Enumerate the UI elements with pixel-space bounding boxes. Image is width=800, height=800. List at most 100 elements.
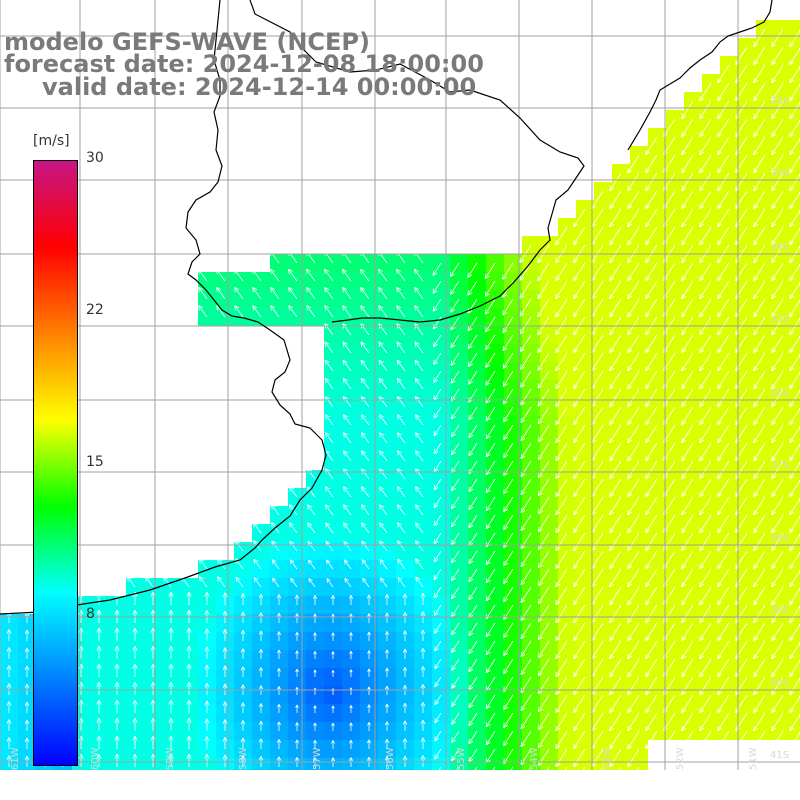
wind-arrow [168,645,174,659]
wind-arrow [537,478,550,497]
wind-arrow [520,496,532,514]
wind-arrow [663,550,676,570]
wind-arrow [384,721,390,731]
wind-arrow [276,594,282,605]
wind-arrow [645,568,658,588]
wind-arrow [395,250,406,264]
wind-arrow [432,280,442,294]
wind-arrow [341,268,352,282]
wind-arrow [204,753,210,767]
forecast-date: forecast date: 2024-12-08 18:00:00 [4,50,484,78]
wind-arrow [503,550,514,567]
wind-arrow [663,604,676,624]
wind-arrow [379,522,388,534]
wind-arrow [681,658,694,678]
wind-arrow [555,568,568,588]
wind-arrow [449,262,460,278]
wind-arrow [485,568,496,584]
wind-arrow [663,154,676,174]
wind-arrow [789,461,800,480]
wind-arrow [197,268,208,282]
wind-arrow [485,550,496,566]
wind-arrow [503,730,514,747]
wind-arrow [555,622,568,642]
wind-cell [792,380,800,398]
wind-arrow [367,686,371,695]
wind-arrow [396,359,406,372]
wind-arrow [6,719,12,731]
wind-arrow [217,576,226,588]
wind-arrow [645,622,658,642]
wind-arrow [717,712,730,732]
wind-arrow [753,460,766,480]
wind-arrow [663,388,676,408]
wind-arrow [573,514,586,534]
wind-arrow [519,316,532,335]
wind-arrow [573,622,586,642]
wind-arrow [168,753,174,767]
wind-arrow [573,712,586,732]
wind-arrow [681,226,694,246]
wind-arrow [503,496,514,513]
wind-arrow [485,478,496,494]
wind-arrow [450,334,460,349]
wind-arrow [771,352,784,372]
wind-arrow [681,568,694,588]
wind-arrow [468,748,478,763]
wind-arrow [384,612,390,623]
wind-arrow [295,668,299,677]
lat-label: 36S [770,388,789,399]
wind-arrow [681,694,694,714]
wind-arrow [573,496,586,516]
wind-arrow [331,740,335,749]
wind-arrow [681,208,694,228]
wind-arrow [168,591,174,605]
wind-arrow [520,352,532,370]
wind-arrow [313,632,317,641]
wind-arrow [789,299,800,318]
wind-arrow [240,755,246,767]
wind-arrow [663,622,676,642]
wind-arrow [699,514,712,534]
wind-arrow [699,298,712,318]
wind-arrow [451,514,460,528]
wind-arrow [771,514,784,534]
colorbar-tick-30: 30 [86,150,104,166]
wind-arrow [186,735,192,749]
wind-arrow [699,136,712,156]
wind-arrow [414,359,424,372]
wind-arrow [555,406,568,426]
wind-arrow [627,172,640,192]
wind-arrow [573,550,586,570]
wind-arrow [379,432,388,444]
wind-arrow [289,486,298,498]
wind-arrow [258,738,264,749]
wind-arrow [434,676,442,688]
wind-arrow [397,468,406,480]
wind-arrow [313,739,317,749]
wind-arrow [258,649,264,659]
wind-arrow [485,316,496,333]
wind-cell [792,650,800,668]
wind-arrow [717,460,730,480]
wind-arrow [771,100,784,120]
wind-arrow [468,406,478,421]
wind-arrow [451,568,460,582]
lon-label: 59W [165,747,176,770]
wind-cell [792,686,800,704]
wind-arrow [663,118,676,138]
wind-arrow [771,118,784,138]
wind-arrow [537,280,550,300]
wind-arrow [294,594,300,605]
wind-cell [792,614,800,632]
wind-arrow [627,496,640,516]
wind-arrow [349,650,353,659]
wind-cell [792,56,800,74]
wind-arrow [681,532,694,552]
wind-arrow [717,658,730,678]
wind-arrow [681,334,694,354]
wind-arrow [253,558,262,570]
wind-arrow [771,424,784,444]
wind-arrow [771,712,784,732]
wind-arrow [717,730,730,750]
